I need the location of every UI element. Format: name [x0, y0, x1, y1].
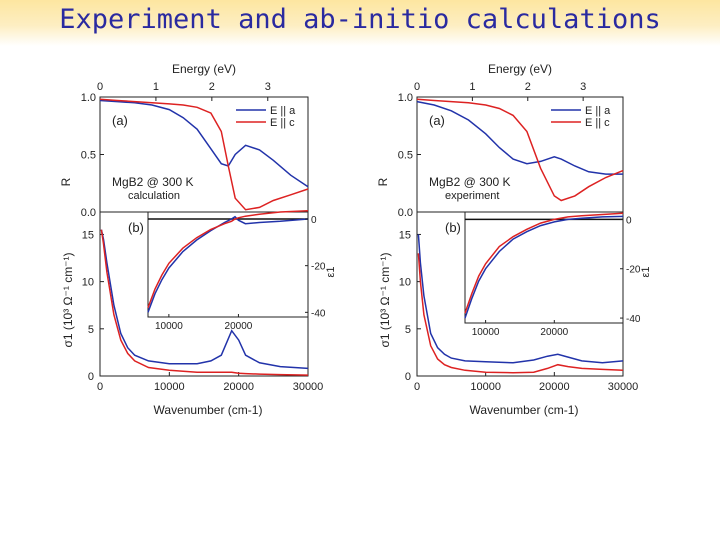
inset-xtick-label: 20000	[225, 321, 253, 332]
inset-xtick-label: 10000	[155, 321, 183, 332]
wavenumber-axis-label: Wavenumber (cm-1)	[470, 403, 579, 417]
dielectric-line-c	[464, 212, 624, 314]
panel-b-label: (b)	[445, 220, 461, 235]
conductivity-line-c	[417, 253, 624, 374]
energy-tick-label: 0	[414, 81, 420, 93]
reflectivity-tick-label: 1.0	[81, 92, 96, 104]
reflectivity-tick-label: 0.0	[398, 207, 413, 219]
sigma-axis-label: σ1 (10³ Ω⁻¹ cm⁻¹)	[61, 252, 75, 347]
sigma-tick-label: 0	[405, 371, 411, 383]
inset-axis-label: ε1	[640, 266, 652, 277]
chart-panel-left: Energy (eV) 0 1 2 3 0.0 0.5 1.0 R (a) E || aE || c…	[59, 62, 337, 417]
wavenumber-tick-label: 0	[414, 381, 420, 393]
panel-a-label: (a)	[429, 113, 445, 128]
conductivity-line-a	[417, 234, 624, 364]
energy-tick-label: 1	[469, 81, 475, 93]
inset-frame	[464, 211, 624, 324]
sample-sublabel: calculation	[128, 190, 180, 202]
legend-entry: E || c	[585, 117, 610, 129]
sample-label: MgB2 @ 300 K	[112, 175, 194, 189]
inset-ytick-label: 0	[311, 215, 317, 226]
chart-panel-right: Energy (eV) 0 1 2 3 0.0 0.5 1.0 R (a) E || aE || c…	[376, 62, 652, 417]
wavenumber-tick-label: 30000	[608, 381, 639, 393]
inset-ytick-label: -40	[626, 314, 641, 325]
reflectivity-line-c	[416, 98, 624, 202]
reflectivity-tick-label: 0.0	[81, 207, 96, 219]
reflectivity-line-a	[416, 100, 623, 175]
wavenumber-tick-label: 10000	[470, 381, 501, 393]
inset-ytick-label: 0	[626, 215, 632, 226]
sigma-tick-label: 5	[88, 324, 94, 336]
energy-tick-label: 3	[580, 81, 586, 93]
reflectivity-axis-label: R	[59, 177, 73, 186]
legend-entry: E || c	[270, 117, 295, 129]
panel-a-label: (a)	[112, 113, 128, 128]
reflectivity-tick-label: 0.5	[81, 150, 96, 162]
wavenumber-tick-label: 30000	[293, 381, 324, 393]
energy-tick-label: 2	[525, 81, 531, 93]
wavenumber-tick-label: 20000	[539, 381, 570, 393]
sample-label: MgB2 @ 300 K	[429, 175, 511, 189]
sigma-tick-label: 15	[82, 229, 94, 241]
conductivity-line-a	[100, 229, 309, 370]
sigma-tick-label: 5	[405, 324, 411, 336]
reflectivity-tick-label: 1.0	[398, 92, 413, 104]
title-bar	[0, 0, 720, 46]
inset-ytick-label: -20	[311, 262, 326, 273]
inset-frame	[147, 211, 309, 318]
legend-entry: E || a	[585, 105, 611, 117]
wavenumber-tick-label: 10000	[154, 381, 185, 393]
reflectivity-line-a	[99, 99, 309, 188]
energy-tick-label: 1	[153, 81, 159, 93]
energy-axis-label: Energy (eV)	[172, 62, 236, 76]
wavenumber-tick-label: 20000	[223, 381, 254, 393]
dielectric-line-a	[147, 215, 309, 313]
sigma-axis-label: σ1 (10³ Ω⁻¹ cm⁻¹)	[378, 252, 392, 347]
energy-tick-label: 2	[209, 81, 215, 93]
legend-entry: E || a	[270, 105, 296, 117]
dielectric-line-a	[464, 215, 624, 319]
inset-xtick-label: 10000	[472, 327, 500, 338]
wavenumber-axis-label: Wavenumber (cm-1)	[154, 403, 263, 417]
sigma-tick-label: 10	[399, 277, 411, 289]
reflectivity-line-c	[99, 98, 309, 211]
sigma-tick-label: 0	[88, 371, 94, 383]
sigma-tick-label: 15	[399, 229, 411, 241]
energy-tick-label: 0	[97, 81, 103, 93]
dielectric-line-c	[147, 210, 309, 308]
reflectivity-tick-label: 0.5	[398, 150, 413, 162]
inset-axis-label: ε1	[325, 266, 337, 277]
inset-ytick-label: -20	[626, 265, 641, 276]
sample-sublabel: experiment	[445, 190, 499, 202]
panel-b-label: (b)	[128, 220, 144, 235]
energy-tick-label: 3	[265, 81, 271, 93]
conductivity-line-c	[100, 229, 309, 376]
inset-ytick-label: -40	[311, 308, 326, 319]
slide-title: Experiment and ab-initio calculations	[59, 4, 661, 35]
inset-xtick-label: 20000	[540, 327, 568, 338]
reflectivity-axis-label: R	[376, 177, 390, 186]
wavenumber-tick-label: 0	[97, 381, 103, 393]
sigma-tick-label: 10	[82, 277, 94, 289]
energy-axis-label: Energy (eV)	[488, 62, 552, 76]
